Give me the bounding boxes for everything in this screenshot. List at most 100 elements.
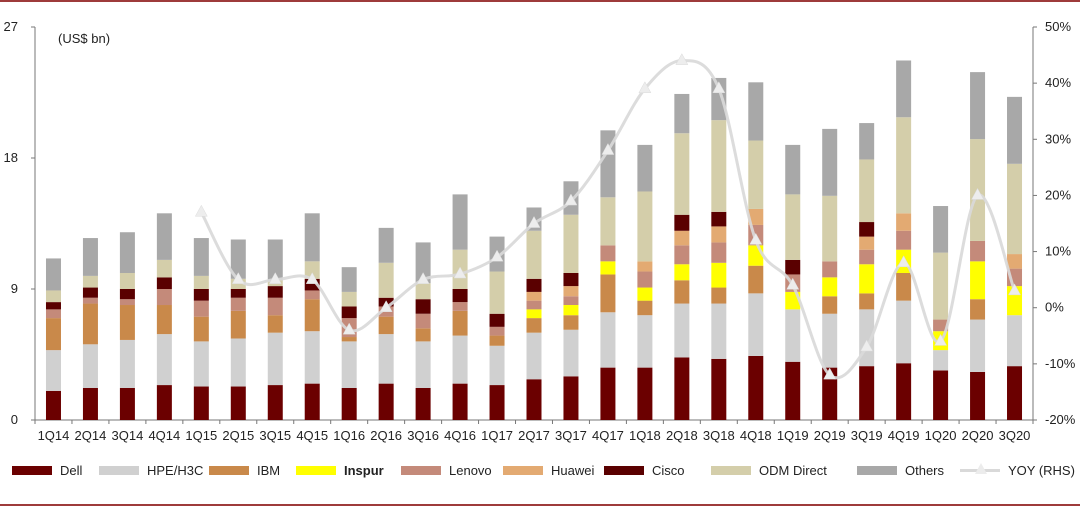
yoy-point-marker [934, 333, 948, 346]
bar-segment-ibm [156, 305, 172, 335]
legend-label: Huawei [551, 462, 595, 478]
bar-segment-others [637, 144, 653, 192]
bar-segment-dell [896, 363, 912, 420]
bar-segment-huawei [748, 208, 764, 225]
bar-segment-odm-direct [933, 252, 949, 320]
bar-segment-huawei [563, 286, 579, 297]
yoy-point-marker [860, 339, 874, 352]
bar-segment-huawei [1007, 254, 1023, 269]
bar-segment-inspur [526, 309, 542, 319]
bar-segment-hpe-h3c [304, 331, 320, 384]
bar-segment-dell [82, 387, 98, 420]
bar-segment-cisco [82, 287, 98, 298]
bar-segment-others [341, 267, 357, 292]
bar-segment-hpe-h3c [563, 329, 579, 377]
bar-segment-dell [452, 383, 468, 420]
legend-swatch [604, 465, 644, 475]
bar-segment-others [378, 227, 394, 263]
right-tick-label: 10% [1045, 244, 1071, 259]
legend-line-swatch [960, 462, 1000, 478]
bar-segment-dell [563, 376, 579, 420]
bar-segment-cisco [341, 306, 357, 319]
bar-segment-hpe-h3c [933, 350, 949, 371]
bar-segment-lenovo [489, 326, 505, 336]
right-tick-label: 30% [1045, 131, 1071, 146]
yoy-line-group [194, 53, 1021, 380]
bar-segment-odm-direct [415, 283, 431, 300]
legend-item: Dell [12, 462, 82, 478]
bar-segment-hpe-h3c [489, 345, 505, 386]
x-tick-label: 2Q14 [75, 428, 107, 443]
bar-segment-ibm [563, 315, 579, 330]
bar-segment-others [859, 123, 875, 160]
x-tick-label: 3Q19 [851, 428, 883, 443]
bar-segment-hpe-h3c [785, 309, 801, 362]
bar-segment-huawei [526, 291, 542, 301]
bar-segment-ibm [82, 303, 98, 345]
bar-segment-others [119, 232, 135, 273]
bar-segment-dell [822, 367, 838, 420]
left-tick-label: 0 [11, 412, 18, 427]
bar-segment-odm-direct [45, 290, 61, 303]
bar-segment-odm-direct [600, 197, 616, 246]
yoy-point-marker [675, 53, 689, 65]
bar-segment-ibm [378, 316, 394, 335]
bar-segment-lenovo [637, 271, 653, 288]
x-tick-label: 3Q16 [407, 428, 439, 443]
bar-segment-hpe-h3c [193, 341, 209, 387]
bar-segment-lenovo [193, 300, 209, 317]
bar-segment-odm-direct [82, 275, 98, 288]
x-tick-label: 4Q19 [888, 428, 920, 443]
bar-segment-lenovo [304, 290, 320, 300]
right-tick-label: 50% [1045, 19, 1071, 34]
bar-segment-hpe-h3c [526, 332, 542, 380]
bar-segment-ibm [637, 300, 653, 316]
yoy-point-marker [231, 272, 245, 284]
bar-segment-dell [933, 370, 949, 420]
bar-segment-ibm [304, 299, 320, 332]
unit-label: (US$ bn) [58, 31, 110, 46]
yoy-point-marker [601, 142, 615, 155]
bar-segment-dell [748, 355, 764, 420]
bar-segment-cisco [452, 289, 468, 303]
yoy-point-marker [1008, 283, 1021, 296]
x-tick-label: 1Q18 [629, 428, 661, 443]
x-tick-label: 4Q18 [740, 428, 772, 443]
bar-segment-dell [119, 387, 135, 420]
bar-segment-ibm [415, 328, 431, 342]
right-tick-label: -20% [1045, 412, 1076, 427]
bar-segment-cisco [415, 299, 431, 314]
bar-segment-hpe-h3c [452, 335, 468, 384]
legend-label: Cisco [652, 462, 685, 478]
x-tick-label: 1Q20 [925, 428, 957, 443]
bar-segment-others [193, 238, 209, 276]
legend-item: Huawei [503, 462, 594, 478]
legend-item: Cisco [604, 462, 685, 478]
bar-segment-ibm [193, 316, 209, 342]
bar-segment-others [970, 72, 986, 140]
legend-swatch [99, 465, 139, 475]
bar-segment-dell [230, 386, 246, 420]
bar-segment-inspur [748, 245, 764, 266]
bar-segment-dell [267, 385, 283, 420]
bar-segment-others [933, 206, 949, 253]
bar-segment-hpe-h3c [378, 334, 394, 384]
bar-segment-lenovo [896, 230, 912, 250]
bar-segment-cisco [156, 277, 172, 289]
bar-segment-inspur [674, 264, 690, 281]
bar-segment-huawei [637, 261, 653, 272]
bar-segment-ibm [526, 318, 542, 333]
bar-segment-cisco [193, 289, 209, 301]
legend-label: YOY (RHS) [1008, 462, 1075, 478]
bar-segment-odm-direct [637, 191, 653, 262]
x-tick-label: 2Q16 [370, 428, 402, 443]
bar-segment-others [267, 239, 283, 281]
bar-segment-others [156, 213, 172, 260]
bar-segment-odm-direct [822, 195, 838, 262]
bar-segment-huawei [674, 230, 690, 246]
bar-segment-odm-direct [785, 194, 801, 260]
bar-segment-lenovo [119, 299, 135, 306]
yoy-point-marker [379, 300, 393, 312]
bar-segment-others [785, 144, 801, 195]
chart-legend: Dell HPE/H3C IBM Inspur Lenovo Huawei Cisco ODM… [0, 456, 1080, 484]
